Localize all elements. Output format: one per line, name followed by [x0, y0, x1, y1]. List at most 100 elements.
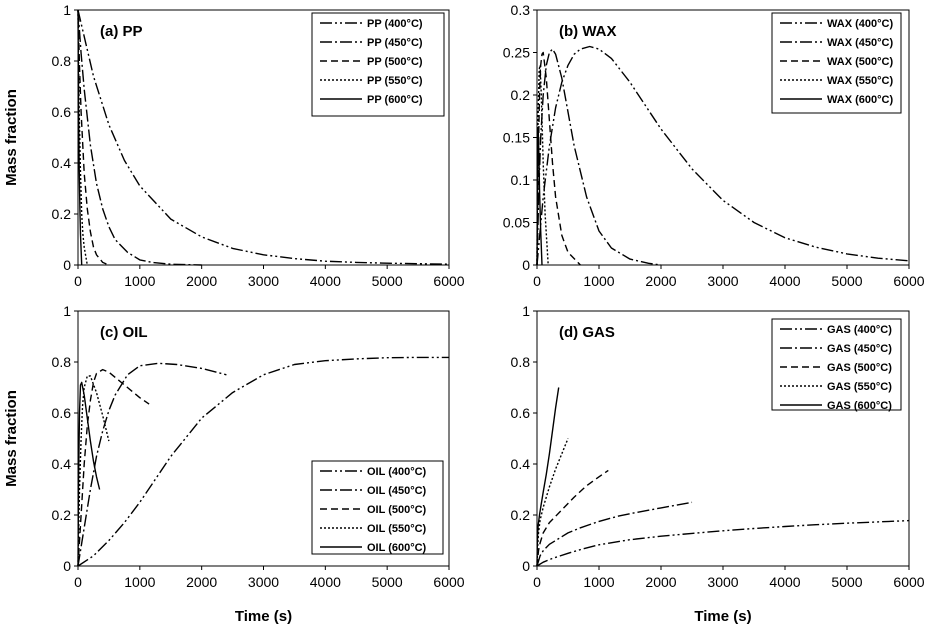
x-tick-label: 5000 [831, 273, 862, 289]
series-line-gas-450-c [536, 501, 693, 567]
y-tick-label: 0.2 [511, 507, 531, 523]
series-line-wax-500-c [536, 51, 581, 266]
x-tick-label: 0 [74, 273, 82, 289]
x-tick-label: 2000 [645, 273, 676, 289]
legend-label: WAX (400°C) [827, 18, 893, 30]
y-tick-label: 0.4 [52, 155, 72, 171]
y-tick-label: 0.1 [511, 172, 531, 188]
y-tick-label: 1 [63, 2, 71, 18]
series-line-oil-450-c [77, 362, 227, 567]
x-tick-label: 3000 [248, 273, 279, 289]
y-tick-label: 0.15 [503, 130, 530, 146]
y-tick-label: 0.4 [511, 456, 531, 472]
y-tick-label: 0.6 [52, 104, 72, 120]
legend-label: WAX (500°C) [827, 56, 893, 68]
legend-box [771, 12, 902, 114]
x-tick-label: 0 [74, 574, 82, 590]
chart-panel-3: 0 1000 2000 3000 4000 5000 6000 0 0.2 0.4 0.6 0.8 1 M… [3, 303, 465, 625]
y-tick-label: 0 [63, 257, 71, 273]
legend-box [311, 460, 444, 555]
legend-label: GAS (400°C) [827, 324, 892, 336]
legend: OIL (400°C) OIL (450°C) OIL (500°C) OIL (55… [311, 460, 444, 555]
x-tick-label: 6000 [893, 273, 924, 289]
legend-label: GAS (550°C) [827, 381, 892, 393]
chart-panel-2: 0 1000 2000 3000 4000 5000 6000 0 0.05 0.1 0.15 0.2… [503, 2, 925, 289]
x-tick-label: 4000 [769, 273, 800, 289]
y-tick-label: 0.05 [503, 215, 530, 231]
x-tick-label: 3000 [707, 574, 738, 590]
legend: WAX (400°C) WAX (450°C) WAX (500°C) WAX (55… [771, 12, 902, 114]
y-tick-label: 0.3 [511, 2, 531, 18]
y-tick-label: 0 [522, 257, 530, 273]
x-tick-label: 1000 [583, 273, 614, 289]
legend-label: GAS (500°C) [827, 362, 892, 374]
series-line-pp-600-c [77, 9, 83, 266]
y-tick-label: 0.6 [511, 405, 531, 421]
x-tick-label: 5000 [372, 574, 403, 590]
x-tick-label: 2000 [186, 273, 217, 289]
legend-label: PP (450°C) [367, 37, 423, 49]
series-line-gas-500-c [536, 469, 609, 567]
y-tick-label: 0 [63, 558, 71, 574]
legend-label: GAS (450°C) [827, 343, 892, 355]
x-tick-label: 1000 [124, 273, 155, 289]
series-line-oil-550-c [77, 375, 110, 567]
y-tick-label: 0.8 [52, 53, 72, 69]
series-line-wax-600-c [536, 128, 543, 266]
x-tick-label: 5000 [372, 273, 403, 289]
y-tick-label: 0.8 [511, 354, 531, 370]
series-line-pp-450-c [77, 9, 202, 266]
panel-title: (d) GAS [559, 324, 615, 341]
series-line-oil-400-c [77, 356, 449, 567]
legend-label: PP (400°C) [367, 18, 423, 30]
x-tick-label: 2000 [186, 574, 217, 590]
x-axis-label: Time (s) [235, 608, 292, 625]
legend-label: PP (550°C) [367, 75, 423, 87]
x-tick-label: 3000 [248, 574, 279, 590]
chart-panel-4: 0 1000 2000 3000 4000 5000 6000 0 0.2 0.4 0.6 0.8 1 T… [511, 303, 925, 625]
legend-label: OIL (450°C) [367, 485, 427, 497]
x-tick-label: 4000 [310, 574, 341, 590]
legend-box [771, 318, 902, 411]
chart-panel-1: 0 1000 2000 3000 4000 5000 6000 0 0.2 0.4 0.6 0.8 1 M… [3, 2, 465, 289]
series-line-gas-400-c [536, 519, 910, 567]
series-line-gas-600-c [536, 387, 560, 567]
panel-title: (a) PP [100, 23, 143, 40]
series-line-pp-400-c [77, 9, 450, 265]
y-tick-label: 0.2 [511, 87, 531, 103]
y-tick-label: 0.2 [52, 507, 72, 523]
y-tick-label: 1 [522, 303, 530, 319]
panels: 0 1000 2000 3000 4000 5000 600000.20.40.60.81M… [3, 2, 925, 625]
series-line-wax-400-c [536, 45, 910, 266]
x-tick-label: 3000 [707, 273, 738, 289]
x-tick-label: 4000 [769, 574, 800, 590]
y-tick-label: 0.4 [52, 456, 72, 472]
x-tick-label: 6000 [433, 574, 464, 590]
legend-label: WAX (600°C) [827, 94, 893, 106]
x-tick-label: 2000 [645, 574, 676, 590]
legend-label: OIL (500°C) [367, 504, 427, 516]
legend-label: PP (500°C) [367, 56, 423, 68]
panel-title: (b) WAX [559, 23, 617, 40]
x-tick-label: 6000 [433, 273, 464, 289]
legend-label: OIL (600°C) [367, 542, 427, 554]
series-line-oil-600-c [77, 381, 101, 567]
y-axis-label: Mass fraction [3, 390, 20, 487]
x-tick-label: 0 [533, 273, 541, 289]
legend-label: WAX (550°C) [827, 75, 893, 87]
y-tick-label: 0.6 [52, 405, 72, 421]
legend-label: OIL (400°C) [367, 466, 427, 478]
legend-label: WAX (450°C) [827, 37, 893, 49]
y-axis-label: Mass fraction [3, 89, 20, 186]
series-line-pp-500-c [77, 9, 110, 266]
legend-label: OIL (550°C) [367, 523, 427, 535]
series-line-oil-500-c [77, 368, 150, 567]
x-tick-label: 6000 [893, 574, 924, 590]
panel-title: (c) OIL [100, 324, 148, 341]
x-tick-label: 0 [533, 574, 541, 590]
legend-label: GAS (600°C) [827, 400, 892, 412]
y-tick-label: 0.25 [503, 45, 530, 61]
y-tick-label: 0.2 [52, 206, 72, 222]
x-tick-label: 1000 [583, 574, 614, 590]
